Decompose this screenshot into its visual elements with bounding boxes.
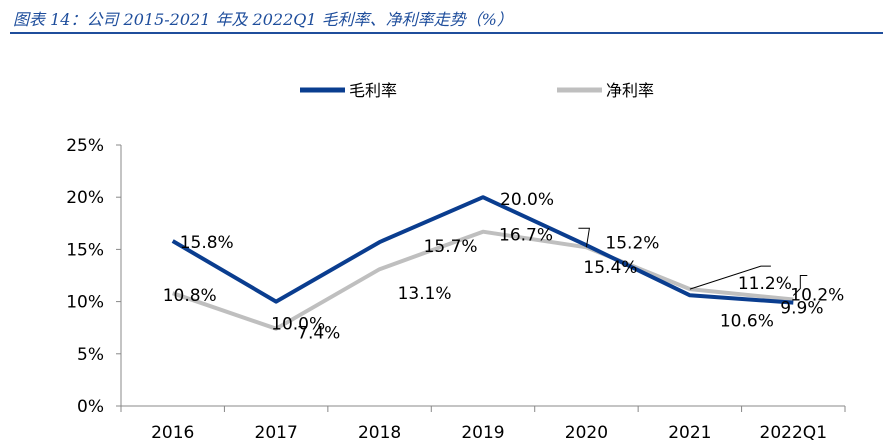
data-label-gross-margin: 10.0%	[271, 315, 325, 335]
y-tick-label: 20%	[66, 188, 104, 208]
data-label-net-margin: 7.4%	[297, 324, 340, 344]
series-line-gross-margin	[171, 195, 794, 305]
data-label-net-margin: 10.8%	[163, 286, 217, 306]
y-tick-label: 15%	[66, 240, 104, 260]
data-label-net-margin: 10.2%	[790, 286, 844, 306]
legend-item: 毛利率	[300, 81, 397, 100]
data-label-net-margin: 13.1%	[398, 284, 452, 304]
chart-legend: 毛利率 净利率	[300, 81, 654, 100]
x-tick-label: 2022Q1	[760, 423, 827, 443]
data-label-net-margin: 16.7%	[499, 226, 553, 246]
data-label-leader-line	[578, 227, 590, 248]
x-tick-label: 2017	[255, 423, 298, 443]
legend-label: 净利率	[606, 81, 654, 100]
y-tick-label: 25%	[66, 136, 104, 156]
x-tick-label: 2018	[358, 423, 401, 443]
chart-data-labels: 15.8% 10.0% 15.7% 20.0% 15.4% 10.6% 9.9% 10.8% 7…	[163, 190, 845, 344]
y-tick-label: 10%	[66, 293, 104, 313]
data-label-net-margin: 15.2%	[605, 233, 659, 253]
data-label-gross-margin: 15.8%	[180, 233, 234, 253]
figure-caption: 图表 14：公司 2015-2021 年及 2022Q1 毛利率、净利率走势（%…	[13, 10, 513, 29]
data-label-gross-margin: 20.0%	[500, 190, 554, 210]
x-tick-label: 2020	[565, 423, 608, 443]
caption-divider	[10, 32, 883, 34]
legend-label: 毛利率	[349, 81, 397, 100]
data-label-gross-margin: 15.7%	[424, 237, 478, 257]
y-tick-label: 0%	[77, 397, 104, 417]
chart-axes: 0% 5% 10% 15% 20% 25% 2016 2017 2018 2019 2020 2021…	[66, 136, 846, 443]
data-label-net-margin: 11.2%	[738, 274, 792, 294]
chart-series	[171, 195, 794, 331]
data-label-leader-line	[689, 265, 771, 290]
series-line-net-margin	[172, 229, 794, 331]
x-tick-label: 2019	[461, 423, 504, 443]
x-tick-label: 2021	[668, 423, 711, 443]
data-label-gross-margin: 9.9%	[780, 299, 823, 319]
data-label-gross-margin: 10.6%	[720, 311, 774, 331]
x-tick-label: 2016	[151, 423, 194, 443]
legend-item: 净利率	[557, 81, 654, 100]
data-label-gross-margin: 15.4%	[583, 258, 637, 278]
data-label-leader-line	[792, 275, 808, 296]
y-tick-label: 5%	[77, 345, 104, 365]
